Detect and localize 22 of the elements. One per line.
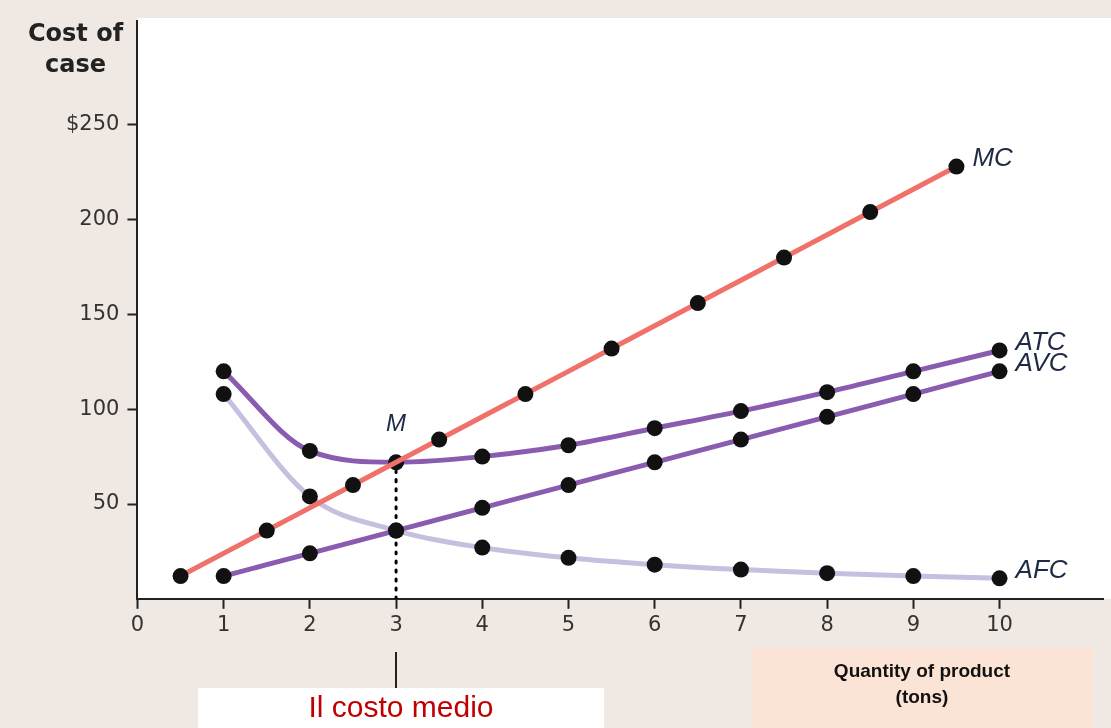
x-tick-label: 7 — [734, 611, 748, 636]
x-tick-label: 5 — [561, 611, 576, 636]
x-tick-label: 9 — [906, 611, 921, 636]
y-tick-label: $250 — [65, 111, 120, 136]
y-axis-title: Cost of case — [26, 18, 125, 80]
series-label: AFC — [1013, 553, 1068, 584]
x-tick-label: 8 — [820, 611, 834, 636]
x-tick-label: 3 — [389, 611, 403, 636]
y-tick-label: 50 — [92, 490, 120, 515]
x-tick-label: 1 — [216, 611, 231, 636]
text: Il costo medio — [198, 688, 604, 728]
y-tick-label: 200 — [79, 206, 120, 231]
x-tick-label: 10 — [986, 611, 1013, 636]
x-tick-label: 4 — [475, 611, 489, 636]
x-axis-title: Quantity of product (tons) — [752, 648, 1092, 728]
x-tick-label: 6 — [648, 611, 662, 636]
y-tick-label: 150 — [79, 300, 120, 325]
x-tick-label: 0 — [130, 611, 145, 636]
y-tick-label: 100 — [79, 395, 120, 420]
x-tick-label: 2 — [303, 611, 317, 636]
annotation: M — [386, 408, 407, 436]
series-label: MC — [972, 141, 1014, 172]
